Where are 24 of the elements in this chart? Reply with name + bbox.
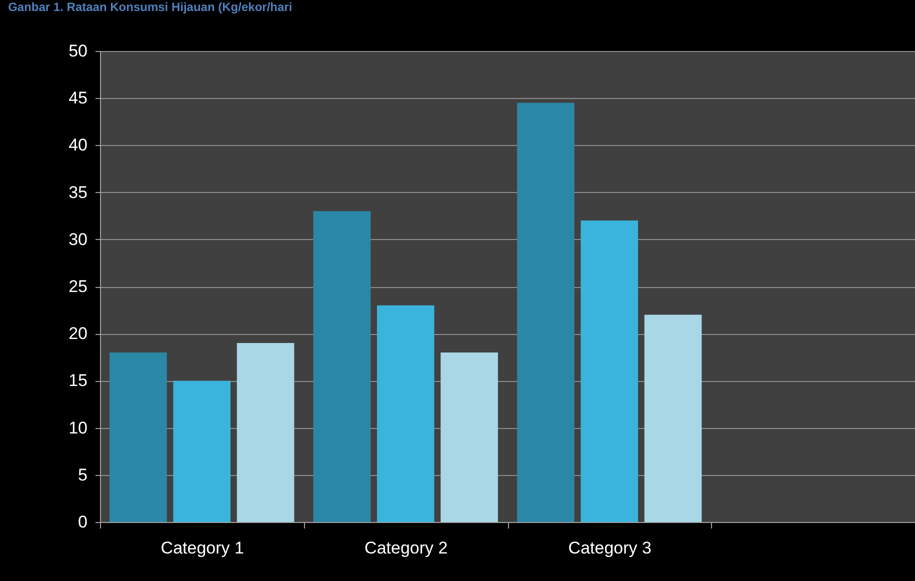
bar — [440, 352, 498, 522]
bar — [110, 352, 167, 522]
y-tick-label: 0 — [78, 512, 88, 532]
x-tick-label: Category 3 — [568, 538, 652, 558]
bar — [644, 314, 702, 522]
chart-title: Ganbar 1. Rataan Konsumsi Hijauan (Kg/ekor/hari — [8, 0, 292, 14]
y-tick-label: 10 — [68, 418, 88, 438]
y-tick-label: 40 — [68, 136, 88, 155]
y-tick-label: 25 — [68, 277, 88, 296]
y-tick-label: 20 — [68, 324, 88, 344]
bar — [236, 343, 294, 522]
bar — [517, 102, 574, 522]
x-tick-label: Category 2 — [364, 538, 448, 558]
y-tick-label: 50 — [68, 42, 88, 60]
y-tick-label: 35 — [68, 182, 88, 202]
bar — [376, 305, 434, 522]
y-tick-label: 15 — [68, 371, 88, 390]
x-tick-label: Category 1 — [160, 538, 244, 558]
y-tick-label: 5 — [78, 465, 88, 484]
y-tick-label: 45 — [68, 88, 88, 108]
bar — [173, 380, 231, 522]
bar — [313, 211, 371, 522]
bar — [580, 220, 638, 522]
y-tick-label: 30 — [68, 230, 88, 249]
